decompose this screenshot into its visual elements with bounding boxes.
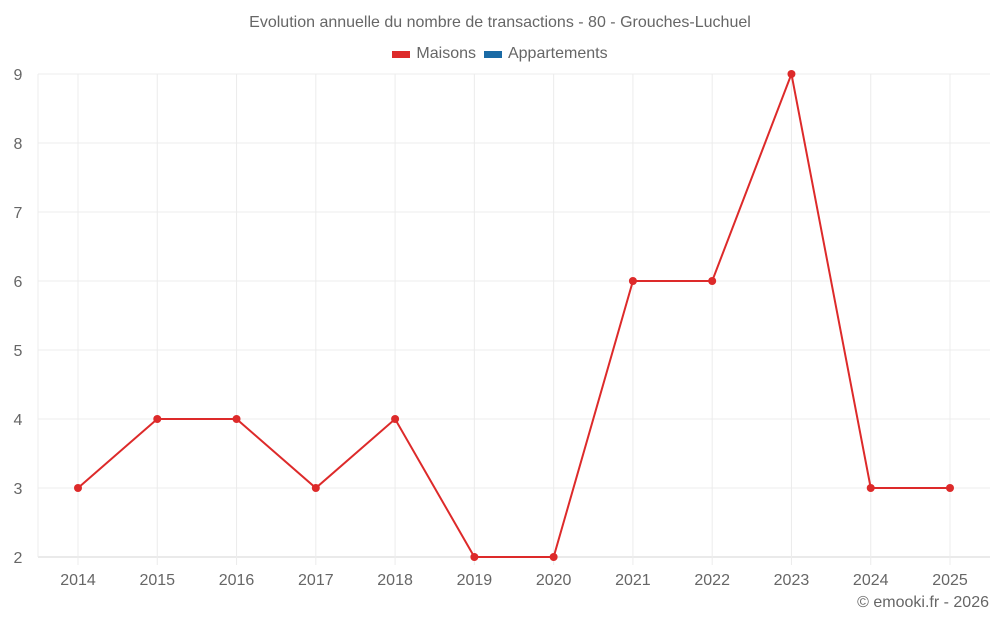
data-point xyxy=(153,415,162,423)
data-point xyxy=(232,415,241,423)
x-tick-label: 2021 xyxy=(615,572,651,589)
data-point xyxy=(311,484,320,492)
y-tick-label: 7 xyxy=(14,205,23,222)
x-tick-label: 2017 xyxy=(298,572,334,589)
chart-legend: Maisons Appartements xyxy=(0,45,1000,63)
x-tick-label: 2020 xyxy=(536,572,572,589)
legend-item-appartements[interactable]: Appartements xyxy=(483,45,608,63)
data-point xyxy=(549,553,558,561)
legend-label-appartements: Appartements xyxy=(507,45,608,62)
x-tick-label: 2024 xyxy=(853,572,889,589)
x-tick-label: 2023 xyxy=(774,572,810,589)
x-tick-label: 2015 xyxy=(139,572,175,589)
y-tick-label: 3 xyxy=(14,481,23,498)
x-tick-label: 2019 xyxy=(457,572,493,589)
data-point xyxy=(946,484,954,492)
data-point xyxy=(628,277,637,285)
data-point xyxy=(391,415,400,423)
data-point xyxy=(866,484,875,492)
x-tick-label: 2018 xyxy=(377,572,413,589)
credit-text: © emooki.fr - 2026 xyxy=(857,594,989,611)
x-tick-label: 2022 xyxy=(694,572,730,589)
y-tick-label: 6 xyxy=(14,274,23,291)
x-tick-label: 2014 xyxy=(60,572,96,589)
legend-swatch-appartements xyxy=(483,50,502,58)
x-tick-label: 2016 xyxy=(219,572,255,589)
legend-swatch-maisons xyxy=(392,50,411,58)
data-point xyxy=(708,277,717,285)
data-point xyxy=(470,553,479,561)
data-point xyxy=(787,70,796,78)
chart-title: Evolution annuelle du nombre de transact… xyxy=(249,14,751,31)
data-point xyxy=(74,484,82,492)
y-tick-label: 4 xyxy=(14,412,23,429)
legend-label-maisons: Maisons xyxy=(416,45,476,62)
x-tick-label: 2025 xyxy=(932,572,968,589)
legend-item-maisons[interactable]: Maisons xyxy=(392,45,476,63)
y-tick-label: 2 xyxy=(14,550,23,567)
y-tick-label: 8 xyxy=(14,136,23,153)
y-tick-label: 5 xyxy=(14,343,23,360)
y-tick-label: 9 xyxy=(14,67,23,84)
series-line-maisons xyxy=(77,70,950,558)
